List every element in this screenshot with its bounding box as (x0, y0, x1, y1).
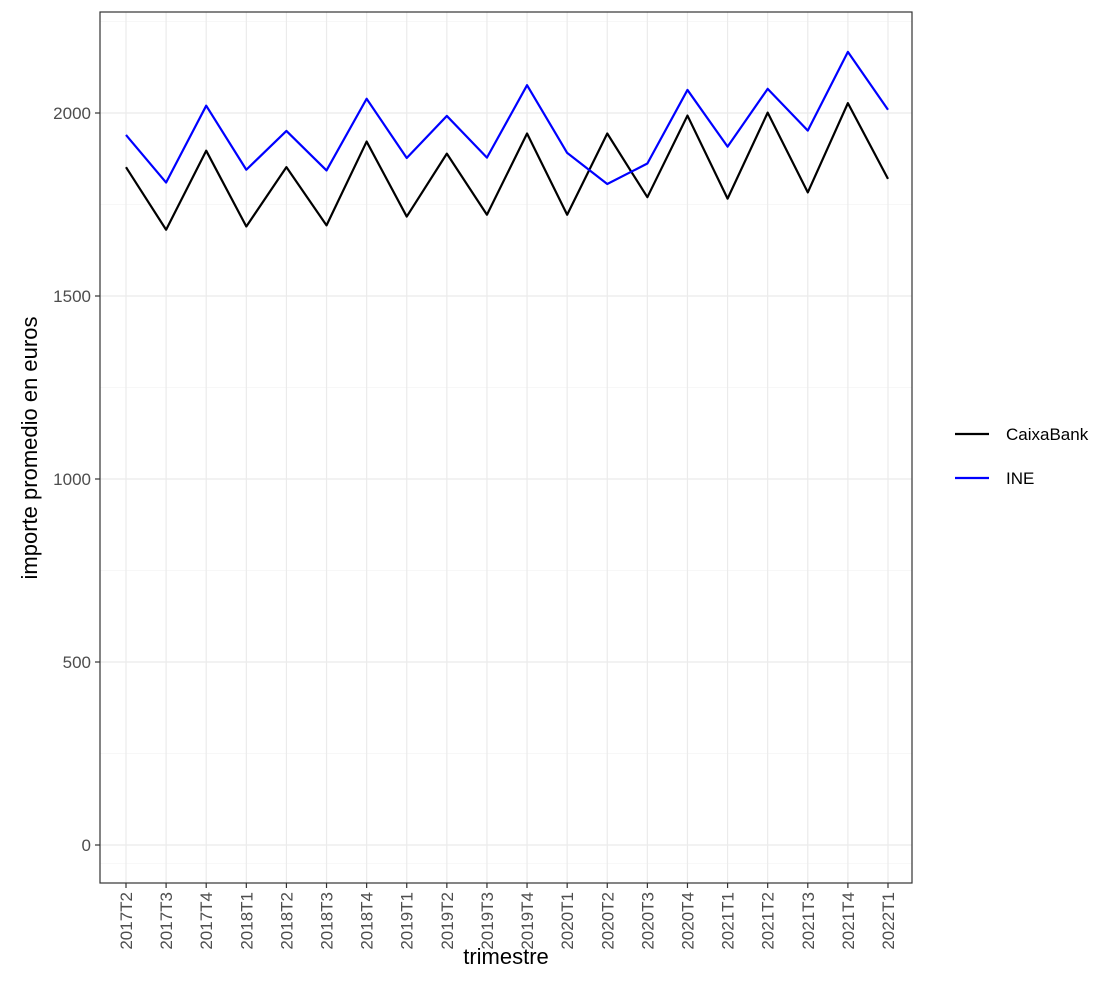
x-tick-label: 2020T3 (638, 892, 657, 950)
x-tick-label: 2020T2 (598, 892, 617, 950)
series-lines (125, 50, 889, 231)
y-tick-label: 2000 (53, 104, 91, 123)
x-tick-label: 2018T1 (237, 892, 256, 950)
y-tick-label: 1500 (53, 287, 91, 306)
major-gridlines (100, 12, 912, 883)
x-tick-label: 2019T4 (518, 892, 537, 950)
x-tick-label: 2020T4 (678, 892, 697, 950)
x-tick-label: 2021T2 (759, 892, 778, 950)
legend: CaixaBank INE (955, 425, 1089, 488)
x-tick-label: 2019T3 (478, 892, 497, 950)
x-axis-title: trimestre (463, 944, 549, 969)
x-tick-label: 2019T1 (398, 892, 417, 950)
legend-label-ine: INE (1006, 469, 1034, 488)
panel-border (99, 11, 913, 884)
x-tick-label: 2018T2 (277, 892, 296, 950)
y-axis-title: importe promedio en euros (17, 317, 42, 580)
x-tick-label: 2017T3 (157, 892, 176, 950)
x-tick-label: 2021T4 (839, 892, 858, 950)
x-axis-ticks: 2017T2 2017T3 2017T4 2018T1 2018T2 2018T3 2018… (117, 883, 898, 950)
series-line-caixabank (125, 102, 889, 231)
y-tick-label: 1000 (53, 470, 91, 489)
x-tick-label: 2020T1 (558, 892, 577, 950)
x-tick-label: 2018T4 (358, 892, 377, 950)
y-tick-label: 500 (63, 653, 91, 672)
x-tick-label: 2019T2 (438, 892, 457, 950)
x-tick-label: 2021T3 (799, 892, 818, 950)
y-axis-ticks: 0 500 1000 1500 2000 (53, 104, 100, 855)
x-tick-label: 2021T1 (719, 892, 738, 950)
legend-label-caixabank: CaixaBank (1006, 425, 1089, 444)
x-tick-label: 2017T2 (117, 892, 136, 950)
series-line-ine (125, 50, 889, 186)
x-tick-label: 2022T1 (879, 892, 898, 950)
panel-background (100, 12, 912, 883)
y-tick-label: 0 (82, 836, 91, 855)
x-tick-label: 2018T3 (318, 892, 337, 950)
x-tick-label: 2017T4 (197, 892, 216, 950)
